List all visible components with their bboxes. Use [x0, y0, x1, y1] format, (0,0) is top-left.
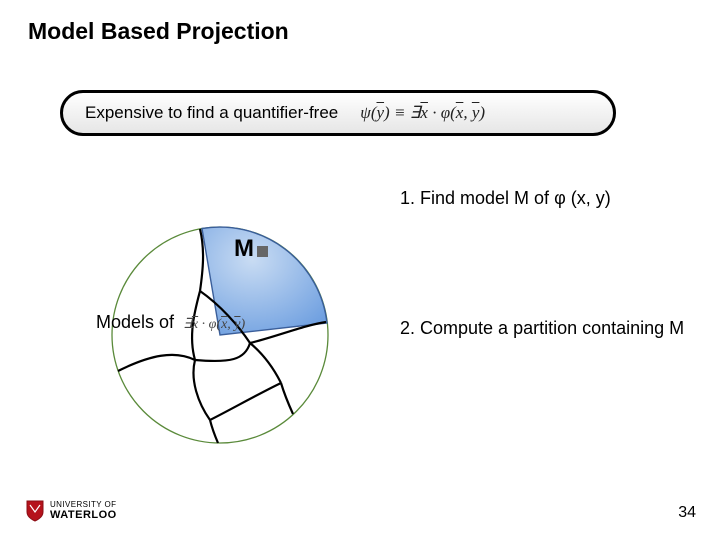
- m-label: M: [234, 235, 268, 263]
- step-2-text: 2. Compute a partition containing M: [400, 318, 684, 339]
- step-1-text: 1. Find model M of φ (x, y): [400, 188, 611, 209]
- models-of-label: Models of ∃x · φ(x, y): [96, 312, 245, 333]
- slide: { "title": "Model Based Projection", "ca…: [0, 0, 720, 540]
- models-of-formula: ∃x · φ(x, y): [183, 317, 245, 332]
- m-point-icon: [257, 246, 268, 257]
- page-number: 34: [678, 504, 696, 522]
- slide-title: Model Based Projection: [28, 18, 289, 45]
- crest-icon: [26, 500, 44, 522]
- university-logo: UNIVERSITY OF WATERLOO: [26, 500, 117, 522]
- logo-text: UNIVERSITY OF WATERLOO: [50, 501, 117, 521]
- callout-text: Expensive to find a quantifier-free: [85, 103, 338, 123]
- venn-diagram: [80, 215, 360, 465]
- callout-box: Expensive to find a quantifier-free ψ(y)…: [60, 90, 616, 136]
- callout-formula: ψ(y) ≡ ∃x · φ(x, y): [360, 103, 485, 123]
